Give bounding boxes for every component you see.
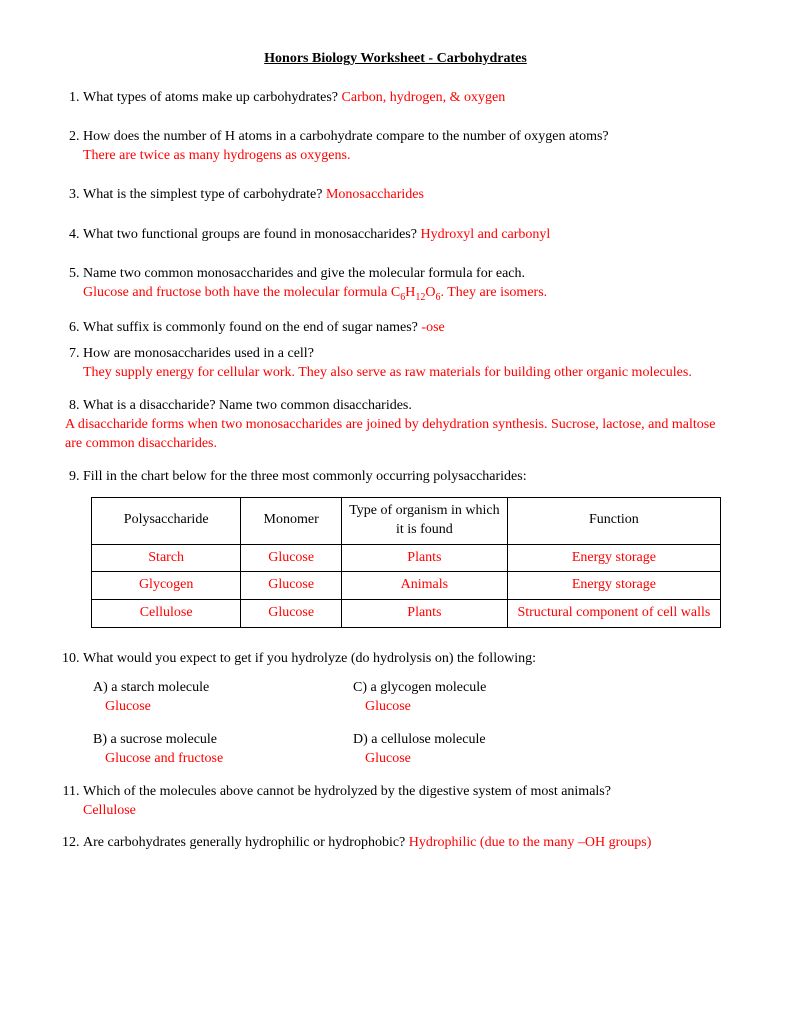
question-9: Fill in the chart below for the three mo… bbox=[83, 468, 736, 487]
cell-func-0: Energy storage bbox=[507, 544, 720, 572]
question-list-2: What would you expect to get if you hydr… bbox=[55, 650, 736, 853]
question-3: What is the simplest type of carbohydrat… bbox=[83, 186, 736, 205]
q3-text: What is the simplest type of carbohydrat… bbox=[83, 187, 326, 202]
q10-d: D) a cellulose molecule Glucose bbox=[353, 731, 613, 769]
q4-text: What two functional groups are found in … bbox=[83, 227, 420, 242]
q5-a-part3: H bbox=[405, 285, 415, 300]
th-polysaccharide: Polysaccharide bbox=[92, 497, 241, 544]
q10-row-bd: B) a sucrose molecule Glucose and fructo… bbox=[93, 731, 736, 769]
q5-text: Name two common monosaccharides and give… bbox=[83, 266, 525, 281]
q2-text: How does the number of H atoms in a carb… bbox=[83, 129, 609, 144]
q10-b-label: B) a sucrose molecule bbox=[93, 731, 353, 750]
q4-answer: Hydroxyl and carbonyl bbox=[420, 227, 550, 242]
cell-mono-0: Glucose bbox=[241, 544, 342, 572]
table-row: Starch Glucose Plants Energy storage bbox=[92, 544, 721, 572]
q10-a-answer: Glucose bbox=[105, 698, 353, 717]
question-list: What types of atoms make up carbohydrate… bbox=[55, 89, 736, 487]
q7-answer: They supply energy for cellular work. Th… bbox=[83, 364, 736, 383]
th-function: Function bbox=[507, 497, 720, 544]
question-7: How are monosaccharides used in a cell? … bbox=[83, 345, 736, 383]
table-row: Glycogen Glucose Animals Energy storage bbox=[92, 572, 721, 600]
q2-answer: There are twice as many hydrogens as oxy… bbox=[83, 147, 736, 166]
q11-text: Which of the molecules above cannot be h… bbox=[83, 784, 611, 799]
question-1: What types of atoms make up carbohydrate… bbox=[83, 89, 736, 108]
cell-poly-2: Cellulose bbox=[92, 600, 241, 628]
question-2: How does the number of H atoms in a carb… bbox=[83, 128, 736, 166]
q10-row-ac: A) a starch molecule Glucose C) a glycog… bbox=[93, 679, 736, 717]
q5-a-part5: O bbox=[425, 285, 435, 300]
cell-poly-1: Glycogen bbox=[92, 572, 241, 600]
q1-answer: Carbon, hydrogen, & oxygen bbox=[342, 90, 506, 105]
q10-b: B) a sucrose molecule Glucose and fructo… bbox=[93, 731, 353, 769]
q10-d-answer: Glucose bbox=[365, 750, 613, 769]
cell-func-2: Structural component of cell walls bbox=[507, 600, 720, 628]
q9-text: Fill in the chart below for the three mo… bbox=[83, 469, 527, 484]
q11-answer: Cellulose bbox=[83, 802, 736, 821]
cell-func-1: Energy storage bbox=[507, 572, 720, 600]
q8-answer: A disaccharide forms when two monosaccha… bbox=[65, 416, 736, 454]
q5-sub2: 12 bbox=[415, 292, 425, 303]
question-5: Name two common monosaccharides and give… bbox=[83, 265, 736, 304]
table-header-row: Polysaccharide Monomer Type of organism … bbox=[92, 497, 721, 544]
question-11: Which of the molecules above cannot be h… bbox=[83, 783, 736, 821]
q6-answer: -ose bbox=[421, 320, 444, 335]
q10-c-label: C) a glycogen molecule bbox=[353, 679, 613, 698]
cell-poly-0: Starch bbox=[92, 544, 241, 572]
cell-org-2: Plants bbox=[342, 600, 508, 628]
q6-text: What suffix is commonly found on the end… bbox=[83, 320, 421, 335]
q1-text: What types of atoms make up carbohydrate… bbox=[83, 90, 342, 105]
cell-mono-2: Glucose bbox=[241, 600, 342, 628]
question-6: What suffix is commonly found on the end… bbox=[83, 319, 736, 338]
q10-c: C) a glycogen molecule Glucose bbox=[353, 679, 613, 717]
question-4: What two functional groups are found in … bbox=[83, 226, 736, 245]
cell-org-1: Animals bbox=[342, 572, 508, 600]
q5-a-part7: . They are isomers. bbox=[440, 285, 547, 300]
q10-d-label: D) a cellulose molecule bbox=[353, 731, 613, 750]
cell-mono-1: Glucose bbox=[241, 572, 342, 600]
q3-answer: Monosaccharides bbox=[326, 187, 424, 202]
question-8: What is a disaccharide? Name two common … bbox=[83, 397, 736, 454]
worksheet-title: Honors Biology Worksheet - Carbohydrates bbox=[55, 50, 736, 69]
q10-a: A) a starch molecule Glucose bbox=[93, 679, 353, 717]
cell-org-0: Plants bbox=[342, 544, 508, 572]
q7-text: How are monosaccharides used in a cell? bbox=[83, 346, 314, 361]
q8-text: What is a disaccharide? Name two common … bbox=[83, 398, 412, 413]
q10-text: What would you expect to get if you hydr… bbox=[83, 651, 536, 666]
q10-b-answer: Glucose and fructose bbox=[105, 750, 353, 769]
polysaccharide-table: Polysaccharide Monomer Type of organism … bbox=[91, 497, 721, 628]
th-monomer: Monomer bbox=[241, 497, 342, 544]
q10-c-answer: Glucose bbox=[365, 698, 613, 717]
q5-answer: Glucose and fructose both have the molec… bbox=[83, 284, 736, 304]
question-12: Are carbohydrates generally hydrophilic … bbox=[83, 834, 736, 853]
q12-answer: Hydrophilic (due to the many –OH groups) bbox=[409, 835, 652, 850]
th-organism: Type of organism in which it is found bbox=[342, 497, 508, 544]
table-row: Cellulose Glucose Plants Structural comp… bbox=[92, 600, 721, 628]
q12-text: Are carbohydrates generally hydrophilic … bbox=[83, 835, 409, 850]
q10-a-label: A) a starch molecule bbox=[93, 679, 353, 698]
q5-a-part1: Glucose and fructose both have the molec… bbox=[83, 285, 400, 300]
question-10: What would you expect to get if you hydr… bbox=[83, 650, 736, 768]
